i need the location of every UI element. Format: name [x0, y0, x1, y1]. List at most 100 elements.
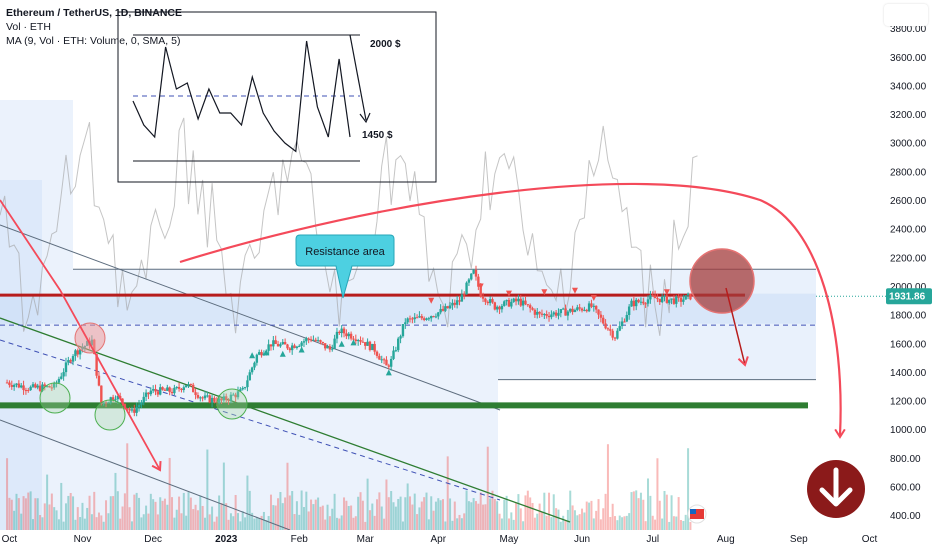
volume-bar — [352, 517, 355, 530]
volume-bar — [392, 502, 395, 530]
x-tick-label: Dec — [144, 534, 162, 545]
candle-body — [656, 298, 659, 300]
candle-body — [52, 383, 56, 388]
candle-body — [168, 387, 171, 392]
volume-bar — [27, 492, 30, 530]
candle-body — [15, 383, 18, 385]
candle-body — [649, 295, 652, 300]
volume-bar — [277, 498, 280, 530]
volume-bar — [444, 521, 447, 530]
candle-body — [281, 342, 284, 345]
candle-body — [57, 378, 61, 383]
volume-bar — [116, 491, 119, 530]
volume-bar — [397, 499, 400, 530]
candle-body — [151, 389, 155, 391]
candle-body — [243, 387, 247, 389]
candle-body — [340, 328, 343, 334]
candle-body — [460, 294, 464, 302]
volume-bar — [234, 494, 237, 530]
volume-ma-line — [0, 117, 698, 336]
candle-body — [326, 346, 329, 349]
volume-bar — [630, 492, 633, 530]
volume-bar — [540, 511, 543, 530]
legend-ma[interactable]: MA (9, Vol · ETH: Volume, 0, SMA, 5) — [6, 35, 181, 47]
candle-body — [100, 385, 103, 404]
volume-bar — [6, 458, 9, 530]
candle-body — [352, 338, 355, 340]
candle-body — [10, 385, 13, 387]
candle-body — [312, 339, 315, 341]
volume-bar — [95, 517, 98, 530]
volume-bar — [331, 508, 334, 530]
volume-bar — [159, 497, 162, 530]
candle-body — [514, 298, 518, 302]
volume-bar — [201, 505, 204, 530]
candle-body — [302, 341, 306, 343]
volume-bar — [649, 495, 652, 530]
volume-bar — [368, 510, 371, 530]
volume-bar — [69, 492, 72, 530]
candle-body — [76, 350, 79, 355]
x-tick-label: Oct — [862, 534, 878, 545]
volume-bar — [432, 510, 435, 530]
volume-bar — [517, 494, 520, 530]
candle-body — [441, 308, 445, 311]
candle-body — [611, 330, 614, 338]
candle-body — [684, 295, 687, 300]
volume-bar — [246, 475, 249, 530]
candle-body — [552, 312, 555, 315]
y-tick-label: 400.00 — [890, 511, 921, 522]
candle-body — [36, 385, 39, 388]
y-tick-label: 600.00 — [890, 483, 921, 494]
volume-bar — [442, 499, 444, 530]
x-tick-label: Mar — [357, 534, 375, 545]
legend-symbol[interactable]: Ethereum / TetherUS, 1D, BINANCE — [6, 7, 183, 19]
volume-bar — [383, 518, 386, 530]
y-tick-label: 3000.00 — [890, 139, 927, 150]
volume-bar — [310, 499, 313, 530]
volume-bar — [265, 520, 268, 530]
volume-bar — [55, 510, 58, 530]
volume-bar — [340, 515, 343, 530]
volume-bar — [376, 499, 379, 530]
candle-body — [20, 385, 23, 388]
candle-body — [488, 299, 492, 304]
volume-bar — [496, 501, 499, 530]
volume-bar — [93, 491, 96, 530]
candle-body — [430, 316, 433, 319]
chart-settings-button[interactable] — [884, 4, 928, 26]
candle-body — [531, 308, 534, 310]
candle-body — [50, 387, 54, 389]
volume-bar — [34, 498, 37, 530]
volume-bar — [498, 513, 501, 530]
volume-bar — [13, 510, 16, 530]
volume-bar — [569, 490, 572, 530]
candle-body — [201, 397, 204, 399]
legend-volume[interactable]: Vol · ETH — [6, 21, 51, 33]
volume-bar — [97, 512, 100, 530]
candle-body — [196, 395, 200, 398]
volume-bar — [105, 500, 108, 530]
candle-body — [524, 300, 527, 305]
volume-bar — [529, 497, 532, 530]
sell-marker — [571, 287, 578, 294]
candle-body — [8, 382, 11, 386]
candle-body — [364, 342, 367, 346]
candle-body — [137, 404, 141, 408]
volume-bar — [578, 514, 581, 530]
candle-body — [274, 340, 277, 344]
volume-bar — [79, 517, 82, 530]
candle-body — [481, 296, 485, 299]
volume-bar — [484, 504, 487, 530]
candle-body — [606, 328, 610, 330]
candle-body — [625, 314, 628, 322]
volume-bar — [637, 498, 640, 530]
volume-bar — [573, 510, 576, 530]
candles — [5, 265, 692, 417]
y-tick-label: 1600.00 — [890, 339, 927, 350]
candle-body — [250, 367, 254, 373]
volume-bar — [460, 518, 463, 530]
candle-body — [463, 294, 466, 296]
y-tick-label: 3200.00 — [890, 110, 927, 121]
volume-bar — [510, 512, 513, 530]
